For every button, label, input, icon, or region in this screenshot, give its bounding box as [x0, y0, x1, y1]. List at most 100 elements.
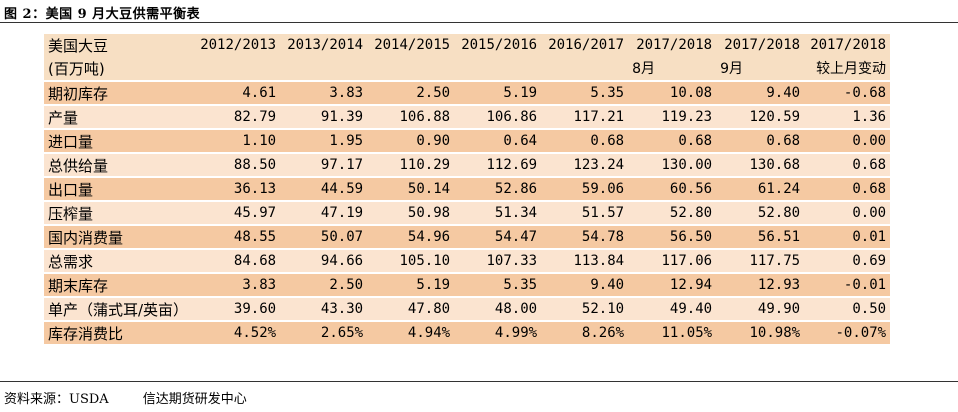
table-cell: 117.06 — [628, 249, 717, 274]
table-cell: 9.40 — [716, 81, 805, 106]
table-row: 总需求 84.68 94.66 105.10 107.33 113.84 117.06 117… — [44, 249, 891, 274]
table-cell: 106.88 — [367, 105, 455, 130]
table-row: 期末库存 3.83 2.50 5.19 5.35 9.40 12.94 12.93 -0.01 — [44, 273, 891, 298]
table-cell: 0.64 — [454, 129, 542, 154]
table-cell: 2.50 — [280, 273, 368, 298]
table-cell: 11.05% — [628, 321, 717, 346]
table-cell: 12.93 — [716, 273, 805, 298]
table-cell: 52.10 — [541, 297, 629, 322]
table-cell: 106.86 — [454, 105, 542, 130]
table-row: 进口量 1.10 1.95 0.90 0.64 0.68 0.68 0.68 0.00 — [44, 129, 891, 154]
table-cell: 112.69 — [454, 153, 542, 178]
table-cell: 0.68 — [804, 153, 891, 178]
table-cell: 52.80 — [716, 201, 805, 226]
table-cell: 2.50 — [367, 81, 455, 106]
table-cell: 48.55 — [192, 225, 281, 250]
source-org: 信达期货研发中心 — [142, 392, 247, 407]
col-subheader: 较上月变动 — [804, 56, 891, 82]
col-header: 2017/2018 — [628, 34, 717, 56]
table-cell: 50.14 — [367, 177, 455, 202]
table-cell: 52.86 — [454, 177, 542, 202]
table-cell: 5.35 — [541, 81, 629, 106]
table-row: 总供给量 88.50 97.17 110.29 112.69 123.24 130.00 13… — [44, 153, 891, 178]
table-cell: 97.17 — [280, 153, 368, 178]
table-cell: 44.59 — [280, 177, 368, 202]
table-cell: 10.08 — [628, 81, 717, 106]
table-cell: 0.68 — [628, 129, 717, 154]
bottom-rule — [0, 381, 958, 382]
figure-title: 图 2：美国 9 月大豆供需平衡表 — [4, 7, 201, 22]
row-label: 进口量 — [44, 129, 193, 154]
table-cell: 54.78 — [541, 225, 629, 250]
table-row: 出口量 36.13 44.59 50.14 52.86 59.06 60.56 61.24 0.… — [44, 177, 891, 202]
table-cell: -0.07% — [804, 321, 891, 346]
col-header: 2012/2013 — [192, 34, 281, 56]
table-row: 产量 82.79 91.39 106.88 106.86 117.21 119.23 120.… — [44, 105, 891, 130]
table-cell: 10.98% — [716, 321, 805, 346]
table-cell: 3.83 — [192, 273, 281, 298]
table-row: 国内消费量 48.55 50.07 54.96 54.47 54.78 56.50 56.51… — [44, 225, 891, 250]
table-cell: 54.47 — [454, 225, 542, 250]
table-cell: 84.68 — [192, 249, 281, 274]
table-cell: 12.94 — [628, 273, 717, 298]
col-header: 2016/2017 — [541, 34, 629, 56]
table-cell: 0.68 — [716, 129, 805, 154]
source-prefix: 资料来源：USDA — [4, 392, 109, 407]
table-cell: 1.95 — [280, 129, 368, 154]
table-cell: 110.29 — [367, 153, 455, 178]
table-cell: 59.06 — [541, 177, 629, 202]
table-cell: 105.10 — [367, 249, 455, 274]
table-cell: 0.90 — [367, 129, 455, 154]
table-cell: 0.68 — [804, 177, 891, 202]
row-label: 总供给量 — [44, 153, 193, 178]
table-cell: 51.34 — [454, 201, 542, 226]
col-subheader — [280, 56, 368, 82]
table-cell: 56.51 — [716, 225, 805, 250]
top-rule — [0, 22, 958, 23]
table-cell: 5.19 — [367, 273, 455, 298]
table-cell: 9.40 — [541, 273, 629, 298]
table-cell: 47.19 — [280, 201, 368, 226]
table-cell: 117.21 — [541, 105, 629, 130]
table-cell: 49.90 — [716, 297, 805, 322]
table-cell: 94.66 — [280, 249, 368, 274]
table-cell: 50.07 — [280, 225, 368, 250]
table-row: 期初库存 4.61 3.83 2.50 5.19 5.35 10.08 9.40 -0.68 — [44, 81, 891, 106]
col-subheader — [367, 56, 455, 82]
col-header: 2013/2014 — [280, 34, 368, 56]
col-header: 2017/2018 — [716, 34, 805, 56]
table-cell: 130.68 — [716, 153, 805, 178]
table-cell: 119.23 — [628, 105, 717, 130]
table-cell: 0.00 — [804, 201, 891, 226]
col-header: 2014/2015 — [367, 34, 455, 56]
table-row: 压榨量 45.97 47.19 50.98 51.34 51.57 52.80 52.80 0.… — [44, 201, 891, 226]
row-label: 总需求 — [44, 249, 193, 274]
table-cell: 60.56 — [628, 177, 717, 202]
col-subheader: 8月 — [628, 56, 717, 82]
table-cell: 56.50 — [628, 225, 717, 250]
row-label: 期末库存 — [44, 273, 193, 298]
row-label: 压榨量 — [44, 201, 193, 226]
table-cell: 52.80 — [628, 201, 717, 226]
table-cell: 0.50 — [804, 297, 891, 322]
row-label: 出口量 — [44, 177, 193, 202]
table-cell: 54.96 — [367, 225, 455, 250]
table-cell: 51.57 — [541, 201, 629, 226]
col-subheader: 9月 — [716, 56, 805, 82]
header-row: 美国大豆 2012/2013 2013/2014 2014/2015 2015/… — [44, 34, 891, 56]
row-label: 单产（蒲式耳/英亩） — [44, 297, 193, 322]
table-row: 单产（蒲式耳/英亩） 39.60 43.30 47.80 48.00 52.10 49.40… — [44, 297, 891, 322]
table-cell: 49.40 — [628, 297, 717, 322]
header-row-2: (百万吨) 8月 9月 较上月变动 — [44, 56, 891, 82]
unit-label: (百万吨) — [44, 56, 193, 82]
table-cell: 0.69 — [804, 249, 891, 274]
table-cell: 4.61 — [192, 81, 281, 106]
soybean-balance-table: 美国大豆 2012/2013 2013/2014 2014/2015 2015/… — [44, 34, 891, 346]
table-cell: 4.99% — [454, 321, 542, 346]
row-label: 国内消费量 — [44, 225, 193, 250]
table-cell: 88.50 — [192, 153, 281, 178]
table-cell: 61.24 — [716, 177, 805, 202]
col-subheader — [454, 56, 542, 82]
col-subheader — [192, 56, 281, 82]
table-cell: 2.65% — [280, 321, 368, 346]
